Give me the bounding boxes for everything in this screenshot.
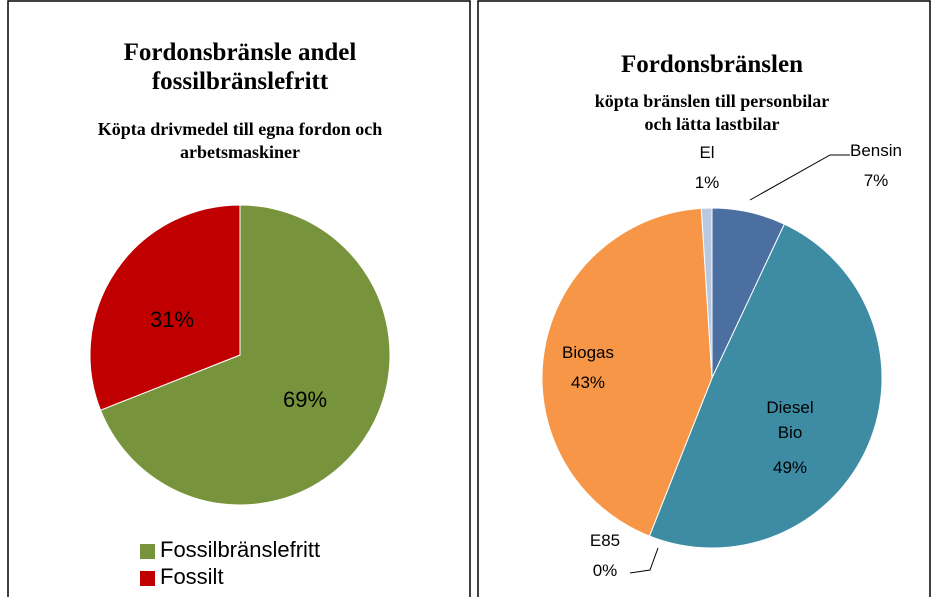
legend-swatch [140, 571, 155, 586]
panel-border [7, 0, 471, 597]
pie-slice [648, 223, 883, 549]
legend-label: Fossilt [160, 564, 224, 589]
chart-subtitle: köpta bränslen till personbilar och lätt… [594, 91, 830, 134]
pie-slice [89, 204, 241, 411]
data-label: 0% [592, 561, 618, 580]
leader-line [629, 547, 659, 574]
chart-title: Fordonsbränslen [621, 51, 803, 78]
category-label: El [699, 143, 715, 162]
data-label: 31% [149, 307, 195, 332]
data-label: 49% [772, 458, 808, 477]
legend-swatch [140, 544, 155, 559]
category-label: Biogas [562, 343, 614, 362]
leader-line [749, 154, 850, 201]
category-label: Diesel Bio [766, 398, 814, 442]
data-label: 1% [694, 173, 720, 192]
legend-label: Fossilbränslefritt [160, 537, 321, 562]
data-label: 7% [863, 171, 889, 190]
category-label: E85 [589, 531, 621, 550]
data-label: 43% [570, 373, 606, 392]
chart-subtitle: Köpta drivmedel till egna fordon och arb… [97, 119, 383, 162]
category-label: Bensin [850, 141, 902, 160]
chart-title: Fordonsbränsle andel fossilbränslefritt [123, 39, 357, 95]
pie-slice [700, 207, 713, 379]
pie-slice [541, 207, 713, 537]
pie-slice [99, 204, 391, 506]
data-label: 69% [282, 387, 328, 412]
panel-border [477, 0, 931, 597]
